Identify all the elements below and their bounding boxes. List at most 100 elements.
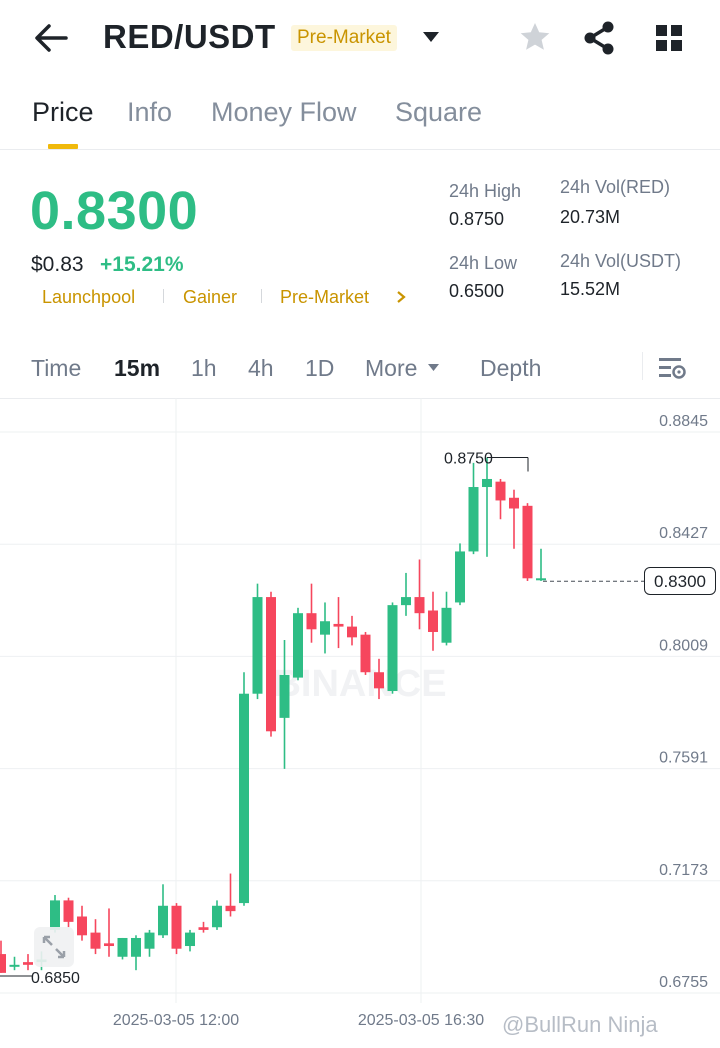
candle [225,873,236,917]
candle [374,658,384,700]
candle-body [495,481,506,501]
candle-body [63,900,74,922]
tag-separator [261,289,262,303]
tab-money-flow[interactable]: Money Flow [211,97,357,127]
candle [144,929,155,957]
24h-vol-quote-label: 24h Vol(USDT) [560,251,682,271]
candle-body [347,626,357,638]
tab-price[interactable]: Price [32,97,94,127]
candle [0,940,6,973]
candlestick-chart[interactable]: 0.8845 0.8427 0.8009 0.7591 0.7173 0.6755 2025… [0,398,720,1048]
candle [360,631,371,675]
candle-body [104,943,114,947]
tab-depth[interactable]: Depth [480,355,542,381]
candle-body [401,597,411,606]
pair-title[interactable]: RED/USDT [103,18,276,55]
candle [117,937,128,960]
24h-high-value: 0.8750 [449,209,505,229]
candle [50,895,60,933]
interval-more[interactable]: More [365,355,418,381]
candle-body [306,613,317,630]
candle-body [387,605,398,692]
candle [320,602,330,654]
candle [306,583,317,643]
candle-body [293,613,303,678]
tab-square[interactable]: Square [395,97,483,127]
chevron-right-icon[interactable] [396,290,406,304]
tag-pre-market[interactable]: Pre-Market [280,287,370,307]
y-tick-label: 0.6755 [659,974,708,991]
candle [333,597,344,649]
candle [171,903,182,955]
low-price-label: 0.6850 [31,970,80,987]
interval-4h[interactable]: 4h [248,355,274,381]
candle [90,919,101,955]
x-tick-label: 2025-03-05 12:00 [113,1012,239,1029]
expand-chart-button[interactable] [34,927,74,967]
interval-time[interactable]: Time [31,355,82,381]
candle-body [212,905,222,928]
interval-15m[interactable]: 15m [114,355,161,381]
usd-price: $0.83 [31,253,84,276]
candle [252,583,263,700]
candle [428,591,438,651]
grid-menu-icon[interactable] [654,23,684,53]
candle [347,615,357,646]
tag-gainer[interactable]: Gainer [183,287,238,307]
y-tick-label: 0.8845 [659,413,708,430]
active-tab-indicator [48,144,78,149]
candle [158,884,168,938]
candle [536,548,546,581]
interval-1h[interactable]: 1h [191,355,217,381]
24h-high-label: 24h High [449,181,522,201]
y-tick-label: 0.7173 [659,862,708,879]
candle [63,897,74,928]
candle-body [536,578,546,581]
tag-separator [163,289,164,303]
y-tick-label: 0.8009 [659,637,708,654]
candle-body [9,964,20,967]
caret-down-icon[interactable] [427,363,440,372]
candle [522,503,533,581]
candle-body [428,610,438,632]
candle-body [482,478,492,488]
candle [279,640,290,769]
24h-low-value: 0.6500 [449,281,505,301]
candle [9,956,20,971]
candle-body [468,487,479,552]
candle-body [252,597,263,694]
candle [455,543,465,606]
candle-body [144,932,155,949]
candle [495,478,506,520]
share-icon[interactable] [582,20,616,56]
candle [198,921,209,933]
star-icon[interactable] [518,20,552,54]
tag-launchpool[interactable]: Launchpool [42,287,136,307]
candle [239,672,249,906]
watermark: @BullRun Ninja [502,1012,658,1037]
interval-1d[interactable]: 1D [305,355,335,381]
tab-info[interactable]: Info [127,97,173,127]
candle-body [320,621,330,635]
candle-body [333,623,344,627]
candle-body [441,607,452,643]
price-change-percent: +15.21% [100,253,184,276]
divider [0,398,720,399]
x-tick-label: 2025-03-05 16:30 [358,1012,484,1029]
back-arrow-icon[interactable] [30,20,70,56]
candle [104,908,114,957]
candle-body [279,674,290,718]
expand-icon [42,935,66,959]
last-price-tag: 0.8300 [644,567,716,595]
candle [185,929,195,952]
candle [401,572,411,616]
candle [387,602,398,694]
caret-down-icon[interactable] [421,30,441,44]
candle-body [414,597,425,614]
candle-body [90,932,101,949]
candle-body [23,962,33,965]
y-tick-label: 0.7591 [659,750,708,767]
y-tick-label: 0.8427 [659,525,708,542]
chart-settings-icon[interactable] [657,355,687,381]
candle [482,457,492,557]
